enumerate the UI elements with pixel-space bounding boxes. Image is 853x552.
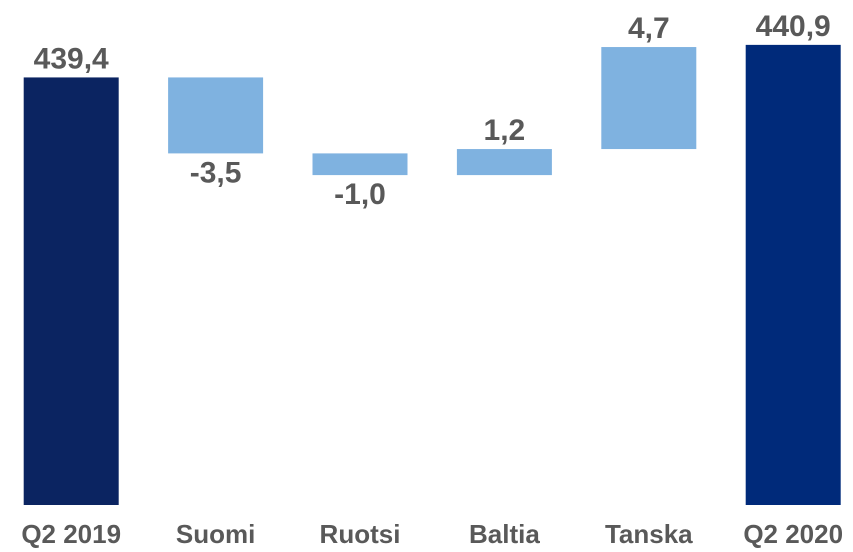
value-label: 4,7 [628, 12, 670, 45]
total-bar [745, 44, 841, 505]
category-label: Ruotsi [320, 519, 401, 549]
value-label: 439,4 [34, 42, 109, 75]
category-label: Q2 2020 [743, 519, 843, 549]
value-label: -1,0 [334, 178, 386, 211]
delta-bar [456, 149, 552, 176]
delta-bar [312, 153, 408, 176]
total-bar [23, 77, 119, 506]
category-label: Q2 2019 [21, 519, 121, 549]
delta-bar [168, 77, 264, 154]
category-label: Tanska [605, 519, 693, 549]
category-label: Baltia [469, 519, 540, 549]
value-label: -3,5 [190, 156, 242, 189]
category-label: Suomi [176, 519, 255, 549]
delta-bar [601, 47, 697, 150]
value-label: 440,9 [756, 10, 831, 43]
value-label: 1,2 [484, 114, 526, 147]
